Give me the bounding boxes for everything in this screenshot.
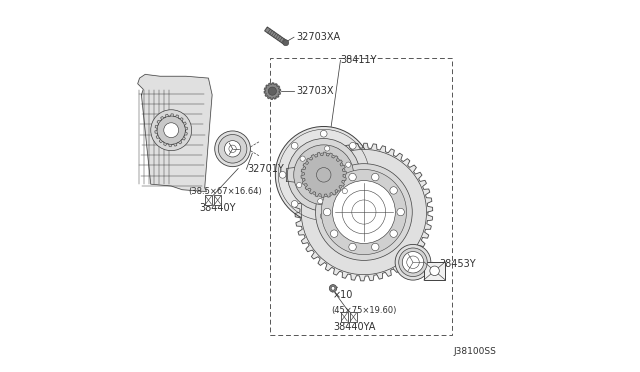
Circle shape	[349, 173, 356, 181]
Circle shape	[279, 171, 286, 178]
Polygon shape	[138, 74, 212, 192]
Text: (45×75×19.60): (45×75×19.60)	[331, 306, 397, 315]
Polygon shape	[265, 27, 287, 45]
Circle shape	[372, 173, 379, 181]
Circle shape	[403, 251, 424, 273]
Bar	[424, 262, 445, 280]
Text: 38411Y: 38411Y	[340, 55, 377, 65]
Circle shape	[349, 201, 356, 207]
Bar	[340, 312, 348, 322]
Text: K6: K6	[424, 272, 436, 280]
Circle shape	[372, 243, 379, 251]
Circle shape	[309, 160, 338, 189]
Circle shape	[316, 164, 412, 260]
Bar	[270, 58, 452, 335]
Circle shape	[151, 110, 191, 151]
Circle shape	[291, 142, 298, 149]
Text: J38100SS: J38100SS	[454, 347, 497, 356]
Circle shape	[225, 141, 241, 157]
Circle shape	[317, 199, 323, 204]
Bar	[349, 312, 357, 322]
Text: (38.5×67×16.64): (38.5×67×16.64)	[188, 187, 262, 196]
Circle shape	[215, 131, 250, 167]
Polygon shape	[295, 143, 433, 281]
Circle shape	[330, 230, 338, 237]
Circle shape	[349, 243, 356, 251]
Bar	[205, 195, 212, 205]
Circle shape	[323, 208, 331, 216]
Text: 38453Y: 38453Y	[439, 259, 476, 269]
Circle shape	[321, 212, 327, 219]
Circle shape	[324, 146, 330, 151]
Circle shape	[395, 244, 431, 280]
Circle shape	[265, 84, 280, 99]
Circle shape	[390, 230, 397, 237]
Circle shape	[300, 156, 305, 161]
Circle shape	[330, 187, 338, 194]
Text: 38440Y: 38440Y	[199, 203, 236, 213]
Circle shape	[296, 182, 301, 187]
Circle shape	[164, 123, 179, 138]
Text: 32703XA: 32703XA	[296, 32, 340, 42]
Circle shape	[301, 150, 426, 275]
Circle shape	[330, 285, 337, 292]
Circle shape	[342, 189, 348, 194]
Circle shape	[321, 130, 327, 137]
Circle shape	[321, 170, 406, 254]
Circle shape	[291, 201, 298, 207]
Circle shape	[157, 116, 186, 144]
Circle shape	[332, 181, 396, 244]
Bar	[214, 195, 221, 205]
Text: ×10: ×10	[333, 290, 353, 299]
Circle shape	[349, 142, 356, 149]
Circle shape	[268, 87, 276, 95]
Circle shape	[302, 153, 346, 196]
Circle shape	[294, 145, 354, 205]
Circle shape	[390, 187, 397, 194]
Circle shape	[397, 208, 404, 216]
Circle shape	[287, 139, 360, 211]
Polygon shape	[155, 114, 188, 147]
Polygon shape	[287, 164, 324, 186]
Circle shape	[331, 286, 335, 290]
Polygon shape	[264, 83, 280, 99]
Circle shape	[218, 135, 247, 163]
Text: 32703X: 32703X	[296, 86, 333, 96]
Polygon shape	[301, 152, 346, 198]
Circle shape	[362, 171, 368, 178]
Circle shape	[275, 126, 372, 223]
Text: 38440YA: 38440YA	[333, 323, 376, 332]
Circle shape	[399, 248, 428, 276]
Circle shape	[283, 40, 289, 46]
Circle shape	[346, 162, 351, 167]
Text: 32701Y: 32701Y	[248, 164, 284, 174]
Circle shape	[430, 266, 439, 276]
